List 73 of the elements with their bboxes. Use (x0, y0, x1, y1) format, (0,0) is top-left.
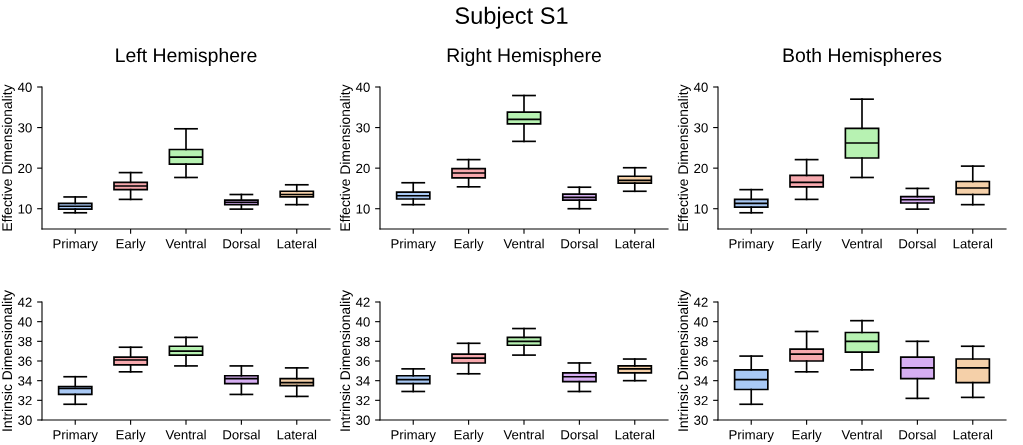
y-tick-label: 30 (18, 415, 32, 425)
x-tick-label: Ventral (503, 429, 544, 440)
x-tick-label: Ventral (503, 238, 544, 249)
y-axis-title: Effective Dimensionality (1, 84, 15, 231)
x-tick-label: Ventral (841, 429, 882, 440)
y-axis-title: Intrinsic Dimensionality (677, 290, 691, 431)
y-tick-label: 40 (693, 317, 708, 327)
y-tick-label: 40 (693, 82, 708, 92)
chart-title: Both Hemispheres (783, 47, 942, 67)
x-tick-label: Early (792, 238, 822, 252)
y-tick-label: 10 (356, 204, 370, 214)
x-tick-label: Primary (391, 429, 436, 443)
y-axis-title: Intrinsic Dimensionality (339, 290, 353, 431)
x-tick-label: Ventral (165, 238, 206, 249)
x-tick-label: Dorsal (223, 238, 260, 249)
x-tick-label: Dorsal (223, 429, 260, 440)
x-tick-label: Primary (729, 238, 774, 252)
y-tick-label: 30 (18, 123, 32, 133)
x-tick-label: Dorsal (561, 238, 598, 249)
y-axis-title: Effective Dimensionality (677, 84, 691, 231)
x-tick-label: Early (454, 429, 484, 443)
x-tick-label: Dorsal (899, 429, 936, 440)
x-tick-label: Early (116, 238, 146, 252)
x-tick-label: Lateral (953, 238, 993, 249)
y-tick-label: 20 (356, 163, 370, 174)
x-tick-label: Lateral (277, 238, 317, 249)
chart-title: Right Hemisphere (447, 47, 601, 67)
x-tick-label: Lateral (953, 429, 993, 440)
x-tick-label: Ventral (165, 429, 206, 440)
y-tick-label: 30 (694, 123, 708, 133)
x-tick-label: Lateral (615, 429, 655, 440)
y-tick-label: 32 (694, 395, 708, 406)
chart-title: Left Hemisphere (116, 47, 257, 67)
y-tick-label: 20 (694, 163, 708, 174)
x-tick-label: Primary (391, 238, 436, 252)
y-tick-label: 34 (694, 376, 708, 386)
y-tick-label: 40 (17, 317, 32, 327)
y-tick-label: 40 (355, 317, 370, 327)
x-tick-label: Primary (729, 429, 774, 443)
y-tick-label: 30 (694, 415, 708, 425)
y-tick-label: 42 (17, 297, 32, 307)
x-tick-label: Early (792, 429, 822, 443)
y-tick-label: 34 (356, 376, 370, 386)
y-tick-label: 36 (18, 356, 32, 366)
x-tick-label: Ventral (841, 238, 882, 249)
y-tick-label: 40 (355, 82, 370, 92)
x-tick-label: Primary (53, 429, 98, 443)
x-tick-label: Dorsal (561, 429, 598, 440)
y-tick-label: 20 (18, 163, 32, 174)
y-tick-label: 40 (17, 82, 32, 92)
y-tick-label: 38 (356, 336, 370, 347)
x-tick-label: Lateral (277, 429, 317, 440)
y-tick-label: 30 (356, 123, 370, 133)
x-tick-label: Dorsal (899, 238, 936, 249)
y-tick-label: 10 (694, 204, 708, 214)
y-tick-label: 38 (18, 336, 32, 347)
x-tick-label: Early (454, 238, 484, 252)
y-tick-label: 42 (693, 297, 708, 307)
y-tick-label: 42 (355, 297, 370, 307)
x-tick-label: Early (116, 429, 146, 443)
y-tick-label: 32 (356, 395, 370, 406)
text: Subject S1 (455, 6, 568, 29)
y-tick-label: 36 (356, 356, 370, 366)
x-tick-label: Primary (53, 238, 98, 252)
y-tick-label: 34 (18, 376, 32, 386)
y-tick-label: 32 (18, 395, 32, 406)
y-axis-title: Effective Dimensionality (339, 84, 353, 231)
y-tick-label: 30 (356, 415, 370, 425)
y-tick-label: 10 (18, 204, 32, 214)
y-axis-title: Intrinsic Dimensionality (1, 290, 15, 431)
y-tick-label: 38 (694, 336, 708, 347)
y-tick-label: 36 (694, 356, 708, 366)
x-tick-label: Lateral (615, 238, 655, 249)
